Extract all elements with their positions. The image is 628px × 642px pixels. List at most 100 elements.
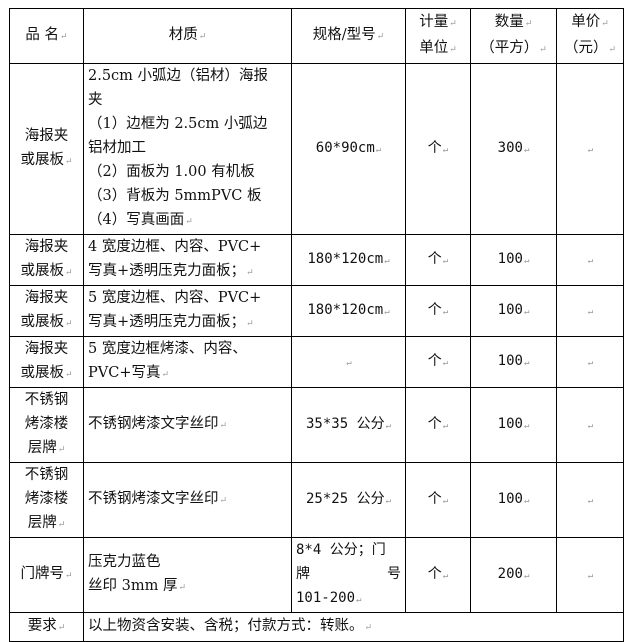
cell-material: 压克力蓝色 丝印 3mm 厚 [83, 537, 292, 613]
cell-name: 海报夹 或展板 [9, 285, 84, 337]
spec-value: 180*120cm [307, 251, 389, 267]
name-line: 烤漆楼 [24, 491, 69, 507]
cell-unit: 个 [405, 537, 471, 613]
table-row: 不锈钢烤漆楼层牌不锈钢烤漆文字丝印 25*25 公分 个 100 [9, 462, 624, 538]
product-table: 品 名 材质 规格/型号 计量单位 数量（平方） 单价（元） 海报夹或展板2.5… [9, 8, 624, 642]
material-line: 5 宽度边框烤漆、内容、 [88, 341, 247, 357]
cell-material: 4 宽度边框、内容、PVC+ 写真+透明压克力面板； [83, 234, 292, 286]
material-line: 5 宽度边框、内容、PVC+ [88, 290, 262, 306]
price-value [587, 416, 593, 432]
material-line: （4）写真画面 [88, 208, 287, 234]
spec-line: 101-200 [296, 590, 356, 606]
material-line: 不锈钢烤漆文字丝印 [88, 412, 287, 438]
qty-value: 100 [498, 491, 530, 507]
material-line: 铝材加工 [88, 140, 146, 156]
cell-price [556, 462, 624, 538]
spec-value: 60*90cm [316, 140, 381, 156]
header-name: 品 名 [9, 8, 84, 64]
name-line: 不锈钢 [24, 467, 69, 483]
material-line: 丝印 3mm 厚 [88, 574, 287, 600]
name-line: 海报夹 [24, 128, 69, 144]
cell-unit: 个 [405, 285, 471, 337]
name-line: 或展板 [14, 259, 79, 285]
spec-value: 25*25 公分 [306, 491, 391, 507]
cell-price [556, 336, 624, 388]
qty-value: 100 [498, 416, 530, 432]
cell-unit: 个 [405, 336, 471, 388]
cell-qty: 100 [470, 387, 557, 463]
price-value [587, 140, 593, 156]
material-line: 2.5cm 小弧边（铝材）海报 [88, 68, 269, 84]
spec-value [345, 353, 351, 369]
table-row: 海报夹或展板2.5cm 小弧边（铝材）海报夹（1）边框为 2.5cm 小弧边铝材… [9, 63, 624, 235]
header-price-line: 单价 [561, 10, 619, 36]
cell-name: 海报夹 或展板 [9, 234, 84, 286]
price-value [587, 566, 593, 582]
header-spec: 规格/型号 [291, 8, 406, 64]
table-row: 门牌号压克力蓝色丝印 3mm 厚8*4 公分；门牌 号 101-200 个 200 [9, 537, 624, 613]
spec-line: 号 [387, 566, 401, 582]
cell-price [556, 63, 624, 235]
cell-spec: 8*4 公分；门牌 号 101-200 [291, 537, 406, 613]
cell-name: 海报夹 或展板 [9, 63, 84, 235]
qty-value: 200 [498, 566, 530, 582]
name-line: 海报夹 [24, 290, 69, 306]
spec-value: 35*35 公分 [306, 416, 391, 432]
footer-row: 要求 以上物资含安装、含税；付款方式：转账。 [9, 612, 624, 642]
header-unit-line: 单位 [410, 36, 466, 62]
unit-value: 个 [428, 140, 448, 156]
header-unit: 计量单位 [405, 8, 471, 64]
price-value [587, 251, 593, 267]
name-line: 层牌 [14, 511, 79, 537]
cell-qty: 100 [470, 336, 557, 388]
table-row: 不锈钢烤漆楼层牌不锈钢烤漆文字丝印 35*35 公分 个 100 [9, 387, 624, 463]
material-line: 夹 [88, 92, 103, 108]
header-price: 单价（元） [556, 8, 624, 64]
footer-label: 要求 [9, 612, 84, 642]
cell-price [556, 234, 624, 286]
footer-text: 以上物资含安装、含税；付款方式：转账。 [83, 612, 624, 642]
spec-line: 8*4 公分；门 [296, 542, 386, 558]
cell-qty: 200 [470, 537, 557, 613]
unit-value: 个 [428, 566, 448, 582]
cell-qty: 100 [470, 462, 557, 538]
cell-material: 5 宽度边框烤漆、内容、 PVC+写真 [83, 336, 292, 388]
name-line: 海报夹 [24, 341, 69, 357]
qty-value: 100 [498, 302, 530, 318]
material-line: PVC+写真 [88, 361, 287, 387]
cell-price [556, 387, 624, 463]
cell-material: 2.5cm 小弧边（铝材）海报夹 （1）边框为 2.5cm 小弧边 铝材加工 （2）面… [83, 63, 292, 235]
spec-line: 牌 [296, 566, 310, 582]
material-line: （2）面板为 1.00 有机板 [88, 164, 255, 180]
unit-value: 个 [428, 302, 448, 318]
name-line: 层牌 [14, 436, 79, 462]
material-line: （3）背板为 5mmPVC 板 [88, 188, 262, 204]
table-row: 海报夹或展板5 宽度边框烤漆、内容、 PVC+写真 个100 [9, 336, 624, 388]
unit-value: 个 [428, 251, 448, 267]
price-value [587, 302, 593, 318]
cell-name: 不锈钢 烤漆楼 层牌 [9, 462, 84, 538]
header-unit-line: 计量 [410, 10, 466, 36]
cell-spec [291, 336, 406, 388]
material-line: 不锈钢烤漆文字丝印 [88, 487, 287, 513]
cell-spec: 180*120cm [291, 234, 406, 286]
header-material: 材质 [83, 8, 292, 64]
name-line: 海报夹 [24, 239, 69, 255]
name-line: 门牌号 [14, 562, 79, 588]
header-price-line: （元） [561, 36, 619, 62]
cell-material: 5 宽度边框、内容、PVC+ 写真+透明压克力面板； [83, 285, 292, 337]
cell-name: 海报夹 或展板 [9, 336, 84, 388]
qty-value: 300 [498, 140, 530, 156]
cell-spec: 180*120cm [291, 285, 406, 337]
cell-unit: 个 [405, 63, 471, 235]
cell-spec: 25*25 公分 [291, 462, 406, 538]
cell-name: 不锈钢 烤漆楼 层牌 [9, 387, 84, 463]
name-line: 不锈钢 [24, 392, 69, 408]
name-line: 烤漆楼 [24, 416, 69, 432]
cell-price [556, 537, 624, 613]
cell-qty: 100 [470, 234, 557, 286]
table-row: 海报夹或展板4 宽度边框、内容、PVC+写真+透明压克力面板； 180*120cm… [9, 234, 624, 286]
unit-value: 个 [428, 416, 448, 432]
spec-value: 180*120cm [307, 302, 389, 318]
cell-unit: 个 [405, 387, 471, 463]
